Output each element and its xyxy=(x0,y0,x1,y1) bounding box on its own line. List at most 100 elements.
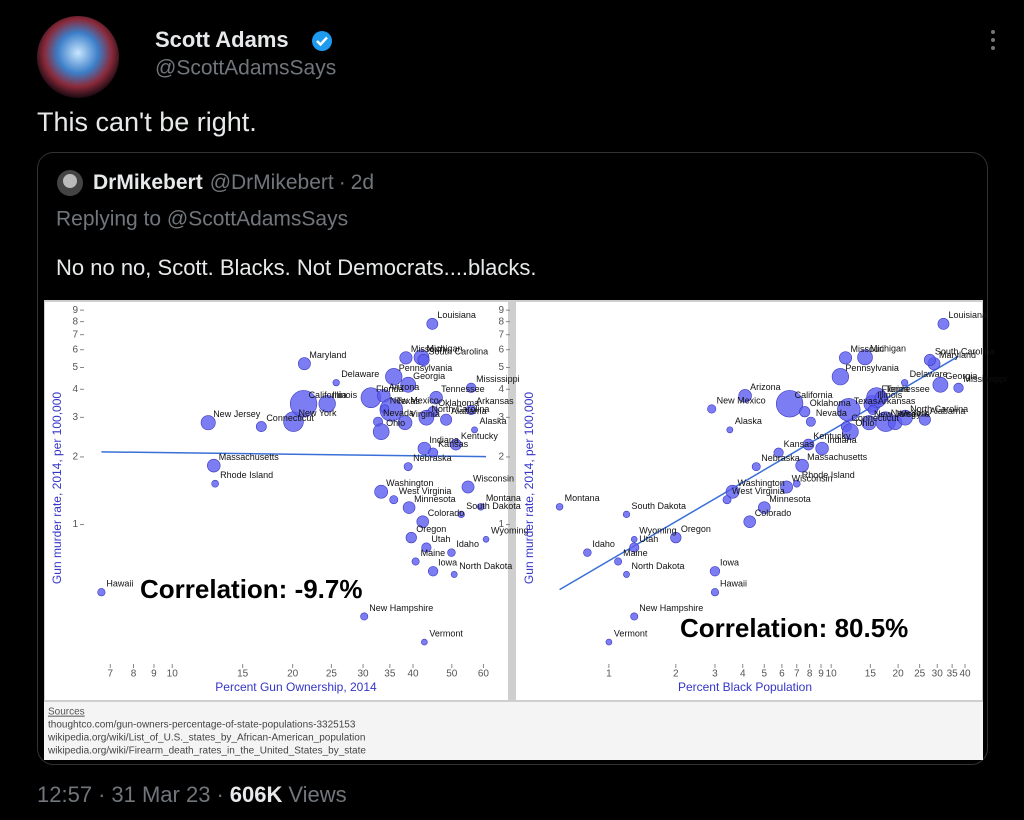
point-label: Ohio xyxy=(386,418,405,428)
author-handle[interactable]: @ScottAdamsSays xyxy=(155,57,336,80)
point-label: Pennsylvania xyxy=(845,363,899,373)
data-point xyxy=(773,447,784,458)
data-point xyxy=(416,515,429,528)
y-tick-label: 4 xyxy=(498,384,504,395)
tweet-time: 12:57 xyxy=(37,782,92,807)
data-point xyxy=(482,536,490,543)
point-label: Missouri xyxy=(851,344,885,354)
point-label: Kentucky xyxy=(461,431,499,441)
point-label: Nevada xyxy=(383,408,414,418)
data-point xyxy=(805,416,816,427)
data-point xyxy=(207,458,221,473)
point-label: Georgia xyxy=(413,371,445,381)
data-point xyxy=(379,398,403,422)
x-tick-label: 6 xyxy=(779,669,785,680)
point-label: Arizona xyxy=(750,382,781,392)
y-tick-label: 2 xyxy=(498,452,504,463)
data-point xyxy=(831,368,849,386)
separator: · xyxy=(98,782,105,807)
y-axis-label: Gun murder rate, 2014, per 100,000 xyxy=(522,392,536,584)
point-label: Oregon xyxy=(681,524,711,534)
point-label: Tennessee xyxy=(886,384,930,394)
data-point xyxy=(471,426,478,434)
quote-card[interactable] xyxy=(37,152,988,765)
data-point xyxy=(897,409,913,426)
point-label: South Carolina xyxy=(935,346,995,356)
data-point xyxy=(429,391,443,405)
x-tick-label: 35 xyxy=(947,669,959,680)
x-tick-label: 35 xyxy=(384,669,396,680)
quote-avatar-face xyxy=(63,174,77,188)
data-point xyxy=(725,484,740,499)
point-label: Maine xyxy=(623,548,648,558)
tweet-text: This can't be right. xyxy=(37,107,257,137)
point-label: Indiana xyxy=(827,435,857,445)
point-label: Montana xyxy=(486,493,521,503)
x-tick-label: 50 xyxy=(446,669,458,680)
point-label: Iowa xyxy=(438,558,457,568)
author-avatar[interactable] xyxy=(37,16,119,98)
quote-author[interactable]: DrMikebert xyxy=(93,171,203,194)
point-label: Wyoming xyxy=(639,526,676,536)
x-tick-label: 7 xyxy=(108,669,114,680)
tweet-meta: 12:57 · 31 Mar 23 · 606K Views xyxy=(37,782,347,807)
data-point xyxy=(332,379,340,387)
data-point xyxy=(400,376,417,393)
point-label: Virginia xyxy=(900,409,930,419)
y-tick-label: 3 xyxy=(72,412,78,423)
point-label: Colorado xyxy=(755,508,792,518)
data-point xyxy=(630,612,639,621)
data-point xyxy=(901,379,909,387)
point-label: West Virginia xyxy=(732,486,785,496)
quote-handle[interactable]: @DrMikebert xyxy=(210,171,334,194)
sources-area xyxy=(44,702,983,760)
x-tick-label: 25 xyxy=(914,669,926,680)
x-tick-label: 30 xyxy=(932,669,944,680)
point-label: Montana xyxy=(565,493,600,503)
data-point xyxy=(799,406,811,418)
quote-header: DrMikebert @DrMikebert · 2d xyxy=(93,171,374,194)
y-tick-label: 9 xyxy=(72,305,78,316)
point-label: Idaho xyxy=(456,539,479,549)
point-label: New Hampshire xyxy=(369,603,433,613)
y-tick-label: 5 xyxy=(498,362,504,373)
data-point xyxy=(932,376,949,393)
data-point xyxy=(722,495,732,505)
x-tick-label: 2 xyxy=(673,669,679,680)
point-label: Alabama xyxy=(930,406,966,416)
point-label: Mississippi xyxy=(476,374,520,384)
point-label: South Dakota xyxy=(632,501,687,511)
data-point xyxy=(428,447,439,458)
point-label: Louisiana xyxy=(437,310,476,320)
y-tick-label: 6 xyxy=(498,344,504,355)
point-label: New Jersey xyxy=(213,409,261,419)
data-point xyxy=(953,382,964,393)
point-label: Hawaii xyxy=(720,579,747,589)
point-label: Georgia xyxy=(945,371,977,381)
point-label: Utah xyxy=(639,534,658,544)
x-tick-label: 40 xyxy=(407,669,419,680)
point-label: Florida xyxy=(882,384,910,394)
quote-text: No no no, Scott. Blacks. Not Democrats..… xyxy=(56,255,537,280)
sources-title: Sources xyxy=(48,707,85,718)
data-point xyxy=(710,588,720,597)
x-tick-label: 1 xyxy=(606,669,612,680)
author-name[interactable]: Scott Adams xyxy=(155,27,289,52)
more-menu[interactable] xyxy=(991,30,995,50)
y-tick-label: 9 xyxy=(498,305,504,316)
point-label: Nebraska xyxy=(413,453,452,463)
point-label: Minnesota xyxy=(414,494,456,504)
data-point xyxy=(583,548,592,557)
point-label: Nevada xyxy=(816,408,847,418)
point-label: Wyoming xyxy=(491,526,528,536)
y-tick-label: 1 xyxy=(498,519,504,530)
point-label: South Dakota xyxy=(466,501,521,511)
point-label: Oklahoma xyxy=(810,398,851,408)
point-label: Hawaii xyxy=(106,579,133,589)
data-point xyxy=(411,557,420,566)
x-tick-label: 20 xyxy=(893,669,905,680)
data-point xyxy=(289,390,318,418)
data-point xyxy=(447,548,456,557)
point-label: Arkansas xyxy=(878,396,916,406)
data-point xyxy=(457,510,465,518)
